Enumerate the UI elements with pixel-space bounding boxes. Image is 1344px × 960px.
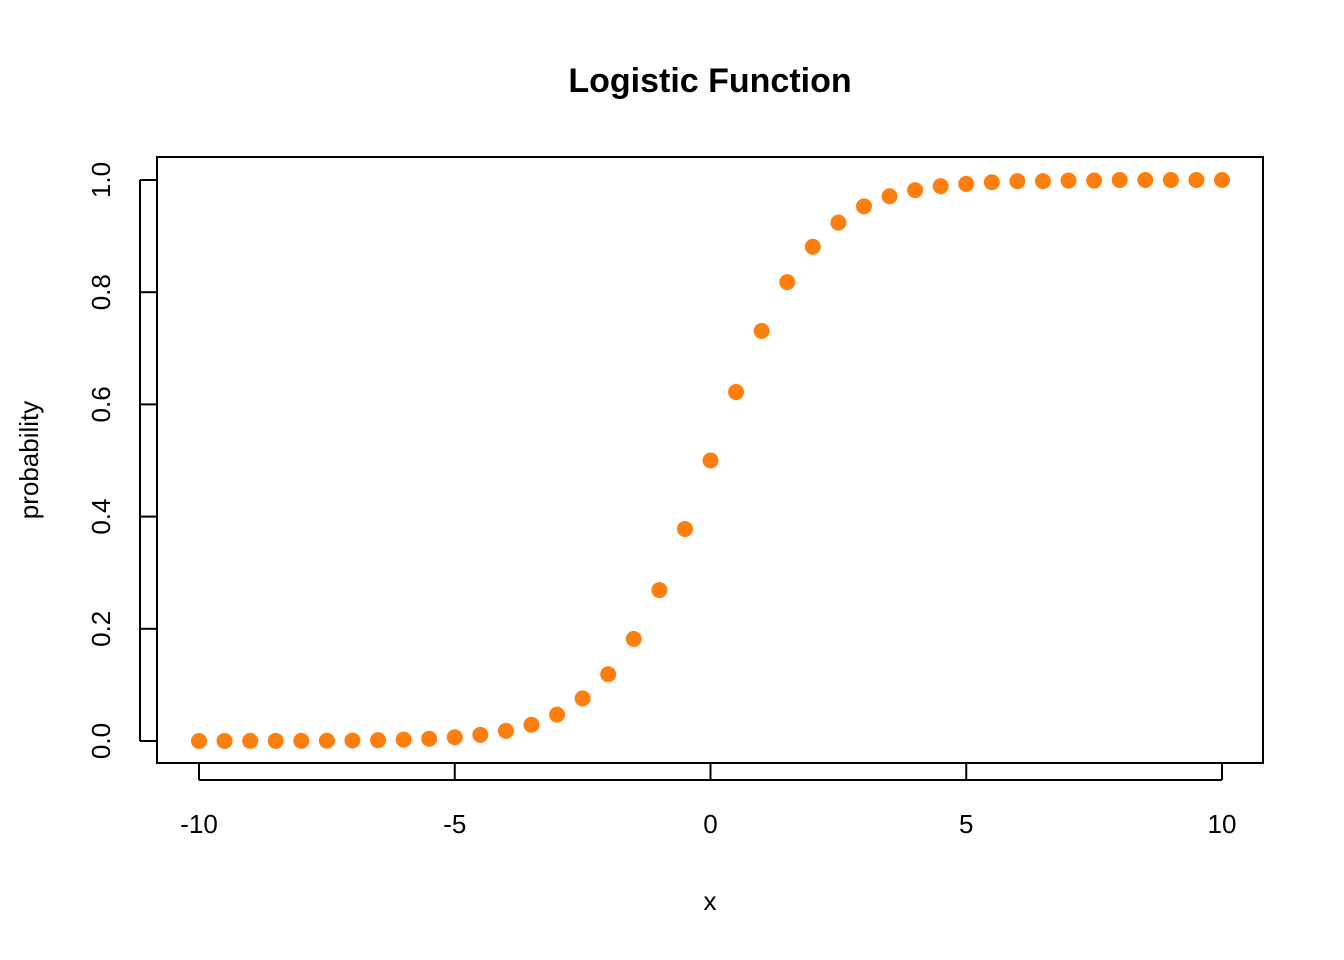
data-point (907, 182, 924, 199)
data-point (395, 731, 412, 748)
x-tick-label: -10 (180, 809, 218, 839)
data-point (651, 582, 668, 599)
data-point (958, 175, 975, 192)
data-point (702, 452, 719, 469)
data-point (804, 238, 821, 255)
data-point (881, 188, 898, 205)
data-point (855, 198, 872, 215)
data-point (293, 732, 310, 749)
data-point (1111, 172, 1128, 188)
data-point (267, 732, 284, 749)
data-point (549, 706, 566, 723)
data-point (472, 726, 489, 743)
y-axis: 0.0 0.2 0.4 0.6 0.8 1.0 (86, 162, 156, 759)
data-point (523, 716, 540, 733)
data-point (1034, 173, 1051, 190)
data-point (370, 732, 387, 749)
data-point (574, 690, 591, 707)
data-point (1086, 172, 1103, 189)
data-point (1060, 172, 1077, 189)
data-point (676, 520, 693, 537)
data-point (446, 729, 463, 746)
data-point (625, 630, 642, 647)
chart-title: Logistic Function (568, 62, 851, 100)
data-point (1162, 172, 1179, 188)
data-point (242, 732, 259, 749)
y-tick-label: 0.8 (86, 274, 116, 310)
data-point (753, 322, 770, 339)
data-point (932, 178, 949, 195)
x-tick-label: 5 (959, 809, 973, 839)
data-points (191, 172, 1230, 749)
data-point (344, 732, 361, 749)
data-point (983, 174, 1000, 191)
data-point (830, 214, 847, 231)
x-tick-label: 10 (1208, 809, 1237, 839)
y-tick-label: 0.2 (86, 611, 116, 647)
data-point (216, 732, 233, 749)
y-tick-label: 0.6 (86, 386, 116, 422)
data-point (1214, 172, 1230, 188)
data-point (421, 730, 438, 747)
y-tick-label: 0.0 (86, 723, 116, 759)
x-tick-label: -5 (443, 809, 466, 839)
data-point (779, 274, 796, 291)
data-point (497, 722, 514, 739)
data-point (728, 384, 745, 401)
data-point (1137, 172, 1154, 188)
data-point (1009, 173, 1026, 190)
x-tick-label: 0 (703, 809, 717, 839)
y-tick-label: 1.0 (86, 162, 116, 198)
y-axis-label: probability (14, 401, 44, 520)
plot-frame (156, 156, 1264, 764)
y-tick-label: 0.4 (86, 499, 116, 535)
x-axis: -10 -5 0 5 10 (180, 764, 1236, 839)
data-point (600, 666, 617, 683)
data-point (1188, 172, 1205, 188)
x-axis-label: x (704, 886, 717, 916)
data-point (318, 732, 335, 749)
data-point (191, 732, 207, 749)
